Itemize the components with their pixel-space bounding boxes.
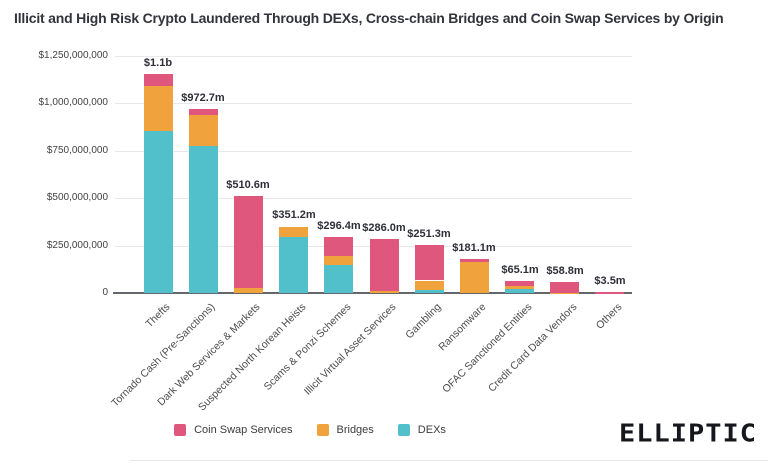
y-axis-tick-label: $750,000,000 [46, 145, 108, 156]
bar-segment-coin-swap-services-ofac-sanctioned-entities [505, 280, 534, 287]
y-axis-tick-label: $250,000,000 [46, 240, 108, 251]
bar-segment-coin-swap-services-gambling [415, 245, 444, 281]
y-axis-tick-label: $500,000,000 [46, 192, 108, 203]
y-axis-tick-label: $1,000,000,000 [38, 97, 108, 108]
bar-segment-bridges-suspected-north-korean-heists [279, 226, 308, 237]
legend-item-bridges: Bridges [316, 424, 374, 436]
x-axis-baseline [113, 292, 632, 294]
bar-segment-coin-swap-services-scams-ponzi-schemes [324, 236, 353, 256]
bar-value-label: $251.3m [407, 228, 451, 240]
bar-value-label: $1.1b [143, 57, 173, 69]
bar-value-label: $510.6m [226, 179, 270, 191]
bar-segment-dexs-thefts [144, 130, 173, 293]
bar-value-label: $351.2m [272, 209, 316, 221]
bar-segment-coin-swap-services-dark-web-services-markets [234, 196, 263, 289]
bar-value-label: $972.7m [181, 92, 225, 104]
legend-item-coin-swap-services: Coin Swap Services [174, 424, 293, 436]
bar-segment-dexs-gambling [415, 289, 444, 293]
bar-segment-coin-swap-services-others [595, 292, 624, 294]
bar-segment-coin-swap-services-credit-card-data-vendors [550, 281, 579, 293]
bar-segment-bridges-thefts [144, 86, 173, 131]
legend: Coin Swap Services Bridges DEXs [0, 424, 620, 436]
bar-value-label: $58.8m [546, 265, 584, 277]
bar-segment-bridges-ransomware [460, 262, 489, 293]
bar-segment-coin-swap-services-tornado-cash-pre-sanctions [189, 108, 218, 115]
bar-value-label: $296.4m [317, 220, 361, 232]
legend-label: Coin Swap Services [194, 424, 293, 436]
y-axis-tick-label: 0 [102, 287, 108, 298]
chart-title: Illicit and High Risk Crypto Laundered T… [14, 10, 724, 26]
bar-value-label: $65.1m [501, 264, 539, 276]
gridline-1250 [115, 56, 632, 57]
gridline-500 [115, 198, 632, 199]
y-axis-tick-label: $1,250,000,000 [38, 50, 108, 61]
gridline-750 [115, 151, 632, 152]
bar-segment-coin-swap-services-ransomware [460, 258, 489, 263]
bar-segment-coin-swap-services-thefts [144, 73, 173, 86]
bar-segment-bridges-gambling [415, 280, 444, 290]
legend-label: Bridges [336, 424, 374, 436]
bar-segment-bridges-illicit-virtual-asset-services [370, 290, 399, 293]
bar-segment-dexs-scams-ponzi-schemes [324, 265, 353, 293]
bar-segment-bridges-credit-card-data-vendors [550, 292, 579, 295]
page-divider [130, 460, 768, 461]
legend-swatch-coin-swap-services [174, 424, 187, 436]
gridline-1000 [115, 103, 632, 104]
bar-segment-dexs-tornado-cash-pre-sanctions [189, 145, 218, 293]
bar-value-label: $181.1m [452, 242, 496, 254]
bar-segment-dexs-ofac-sanctioned-entities [505, 288, 534, 293]
bar-value-label: $3.5m [594, 275, 626, 287]
legend-swatch-bridges [316, 424, 329, 436]
legend-swatch-dexs [397, 424, 410, 436]
bar-segment-bridges-ofac-sanctioned-entities [505, 286, 534, 289]
bar-segment-bridges-dark-web-services-markets [234, 288, 263, 293]
bar-value-label: $286.0m [362, 222, 406, 234]
bar-segment-dexs-suspected-north-korean-heists [279, 236, 308, 293]
legend-label: DEXs [417, 424, 446, 436]
legend-item-dexs: DEXs [397, 424, 446, 436]
bar-segment-bridges-tornado-cash-pre-sanctions [189, 114, 218, 146]
elliptic-logo: ELLIPTIC [618, 419, 757, 448]
bar-segment-bridges-scams-ponzi-schemes [324, 255, 353, 266]
bar-segment-coin-swap-services-illicit-virtual-asset-services [370, 238, 399, 291]
